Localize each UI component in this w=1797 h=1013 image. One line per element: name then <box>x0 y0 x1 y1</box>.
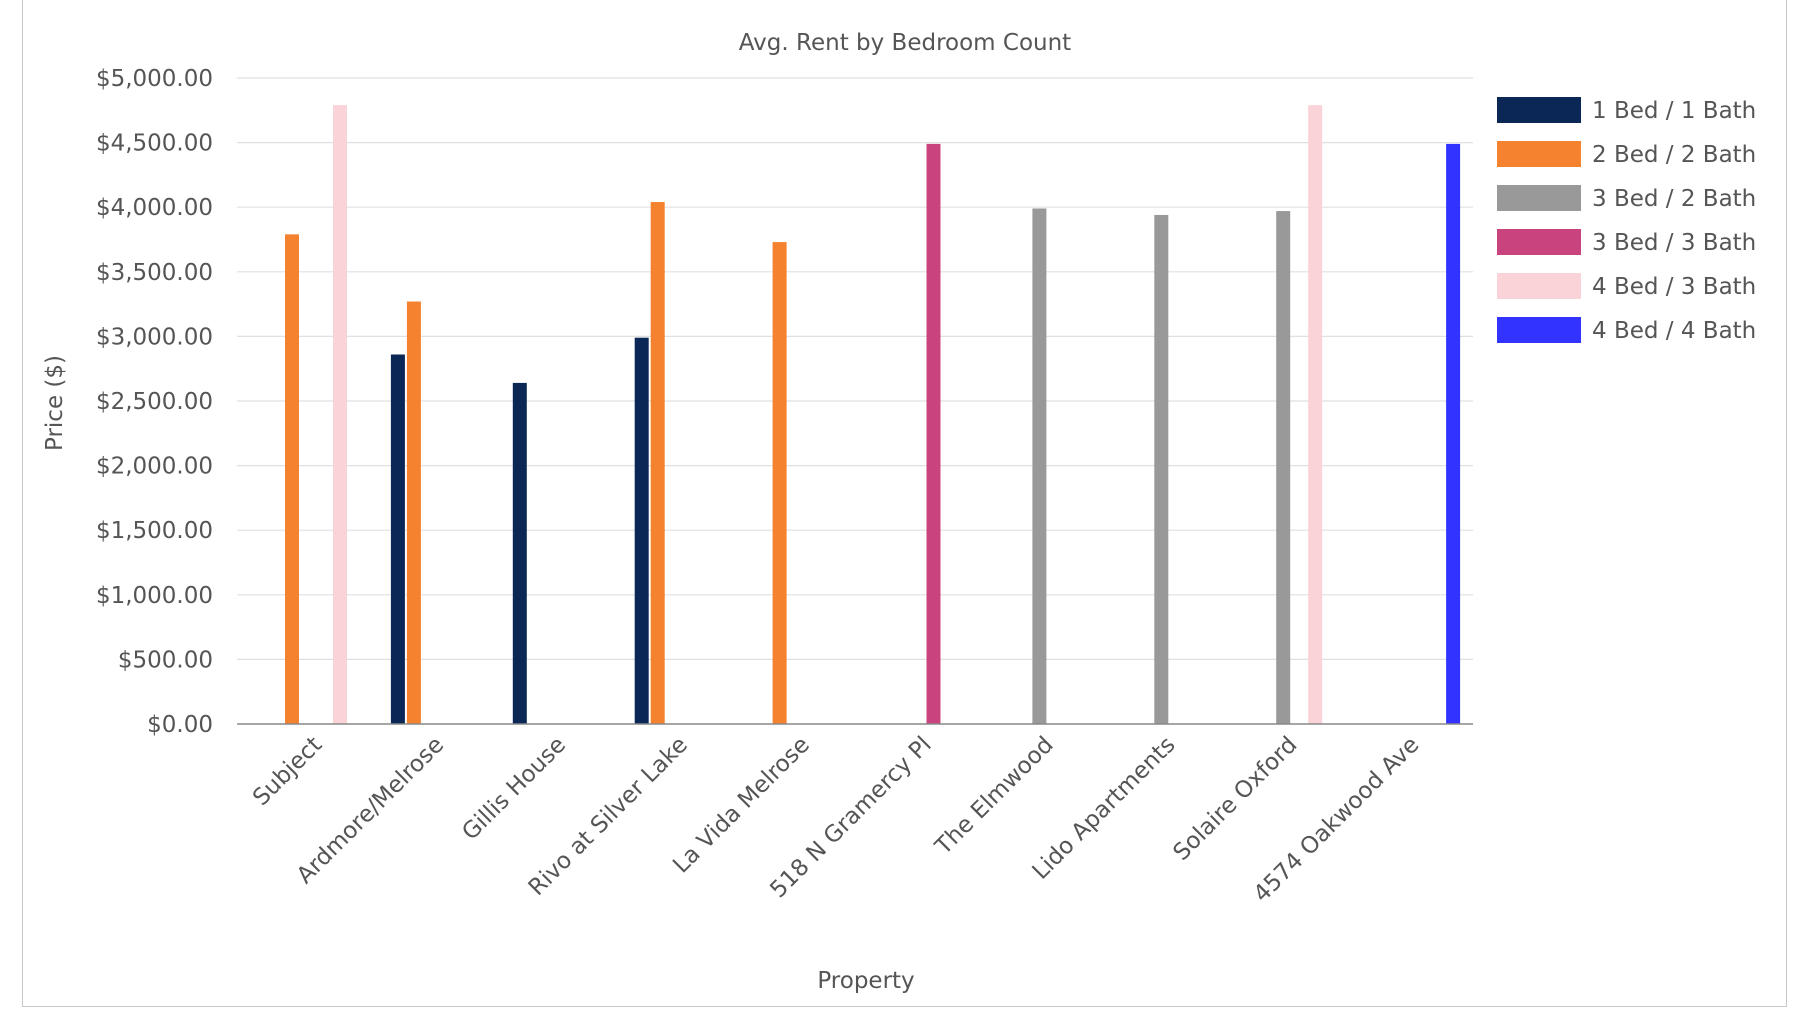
y-tick-label: $1,000.00 <box>96 583 213 609</box>
chart-frame <box>22 0 1787 1007</box>
grid-lines <box>237 77 1473 661</box>
legend: 1 Bed / 1 Bath 2 Bed / 2 Bath 3 Bed / 2 Ba… <box>1497 97 1756 344</box>
legend-swatch <box>1497 317 1581 343</box>
y-tick-label: $2,500.00 <box>96 389 213 415</box>
x-tick-label: Solaire Oxford <box>1168 732 1302 866</box>
bars <box>285 105 1461 725</box>
bar <box>1032 208 1047 724</box>
y-tick-label: $3,000.00 <box>96 324 213 350</box>
bar <box>333 105 347 724</box>
x-tick-label: Gillis House <box>457 732 571 846</box>
legend-swatch <box>1497 229 1581 255</box>
chart-title: Avg. Rent by Bedroom Count <box>739 30 1071 56</box>
y-tick-label: $500.00 <box>118 647 213 673</box>
y-tick-label: $1,500.00 <box>96 518 213 544</box>
y-tick-label: $3,500.00 <box>96 260 213 286</box>
bar <box>650 202 665 725</box>
x-tick-label: The Elmwood <box>930 732 1059 861</box>
x-tick-label: Subject <box>248 732 327 811</box>
bar <box>1308 105 1323 724</box>
y-tick-label: $4,500.00 <box>96 131 213 157</box>
bar <box>772 242 787 725</box>
legend-label: 4 Bed / 3 Bath <box>1592 274 1756 300</box>
legend-swatch <box>1497 97 1581 123</box>
legend-label: 4 Bed / 4 Bath <box>1592 318 1756 344</box>
legend-label: 2 Bed / 2 Bath <box>1592 142 1756 168</box>
bar <box>1154 214 1169 724</box>
bar <box>390 354 405 724</box>
bar <box>512 382 527 724</box>
legend-swatch <box>1497 273 1581 299</box>
x-axis-label: Property <box>817 968 914 994</box>
y-tick-label: $2,000.00 <box>96 454 213 480</box>
bar <box>634 337 649 724</box>
y-tick-label: $4,000.00 <box>96 195 213 221</box>
legend-label: 3 Bed / 3 Bath <box>1592 230 1756 256</box>
legend-swatch <box>1497 185 1581 211</box>
bar <box>926 143 941 725</box>
legend-label: 3 Bed / 2 Bath <box>1592 186 1756 212</box>
y-tick-labels: $0.00 $500.00 $1,000.00 $1,500.00 $2,000.00 $… <box>96 66 213 738</box>
legend-swatch <box>1497 141 1581 167</box>
bar <box>285 234 299 724</box>
y-axis-label: Price ($) <box>42 355 68 451</box>
bar <box>406 301 421 724</box>
bar <box>1276 211 1291 725</box>
y-tick-label: $5,000.00 <box>96 66 213 92</box>
legend-label: 1 Bed / 1 Bath <box>1592 98 1756 124</box>
y-tick-label: $0.00 <box>147 712 213 738</box>
bar <box>1446 143 1461 725</box>
